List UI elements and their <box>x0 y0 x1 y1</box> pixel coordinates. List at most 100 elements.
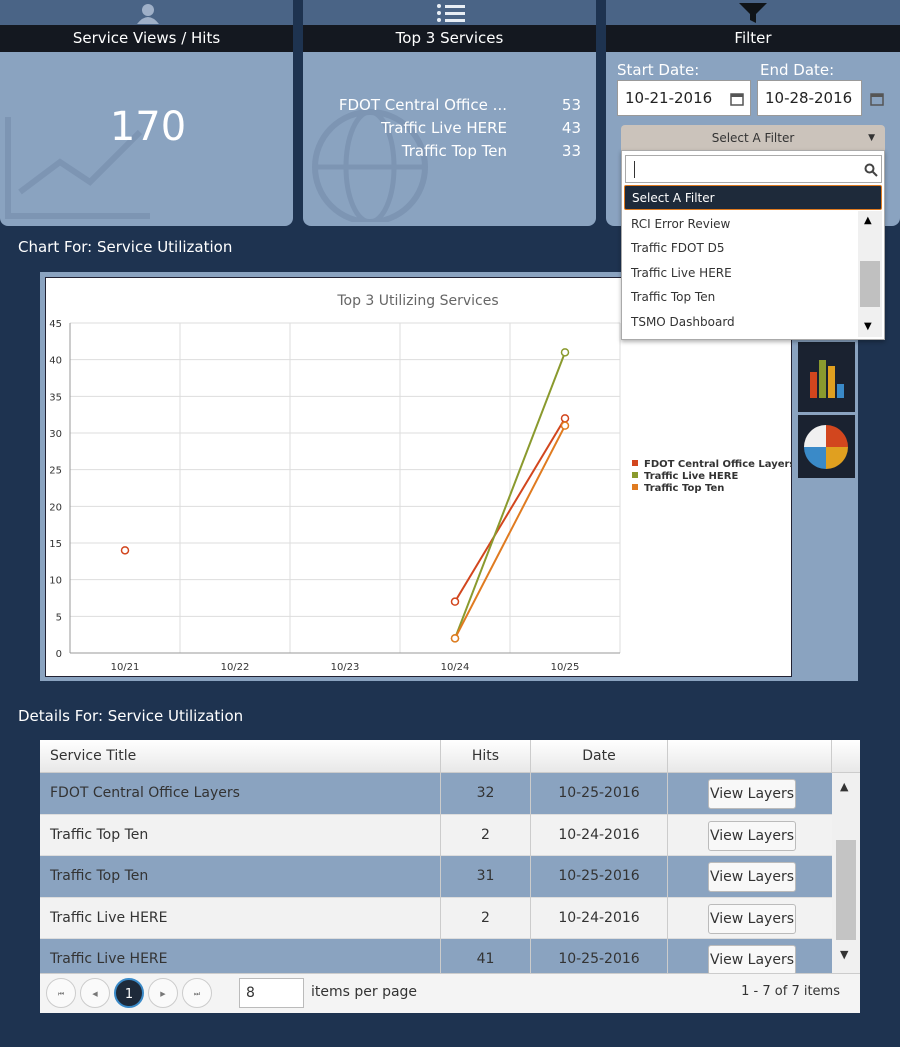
view-layers-button[interactable]: View Layers <box>708 779 796 809</box>
point <box>120 546 130 555</box>
services-card: FDOT Central Office ... 53 Traffic Live HE… <box>303 52 596 226</box>
chart-title: Top 3 Utilizing Services <box>336 293 498 309</box>
table-cell: 31 <box>441 856 531 898</box>
filter-option[interactable]: RCI Error Review <box>631 216 731 231</box>
point <box>560 348 570 357</box>
pie-icon <box>804 425 848 469</box>
column-header <box>668 740 832 773</box>
view-layers-button[interactable]: View Layers <box>708 945 796 975</box>
table-row <box>40 814 832 856</box>
end-date[interactable]: 10-28-2016 <box>757 80 862 116</box>
table-cell: Traffic Live HERE <box>40 897 441 939</box>
point <box>560 414 570 423</box>
y-tick-label: 30 <box>49 429 62 440</box>
page-nav[interactable]: ▶ <box>148 978 178 1008</box>
filter-option[interactable]: Select A Filter <box>624 185 882 210</box>
user-icon <box>137 4 159 24</box>
list-icon <box>437 4 465 22</box>
scroll-thumb[interactable] <box>836 840 856 940</box>
view-layers-button[interactable]: View Layers <box>708 903 796 934</box>
views-value: 170 <box>109 104 187 150</box>
y-tick-label: 0 <box>56 649 62 660</box>
table-cell: 10-25-2016 <box>531 856 668 898</box>
service-hits: 33 <box>561 142 581 160</box>
card-title: Service Views / Hits <box>0 25 293 52</box>
y-tick-label: 40 <box>49 356 62 367</box>
series-line <box>454 425 566 639</box>
filter-select[interactable]: Select A Filter ▼ <box>621 125 885 152</box>
y-tick-label: 35 <box>49 392 62 403</box>
table-cell: 10-25-2016 <box>531 939 668 981</box>
table-header <box>40 740 860 773</box>
table-cell: Traffic Live HERE <box>40 939 441 981</box>
table-cell: 10-25-2016 <box>531 773 668 815</box>
view-layers-button[interactable]: View Layers <box>708 820 796 851</box>
y-tick-label: 10 <box>49 576 62 587</box>
page-size: 8 <box>246 985 255 1001</box>
filter-option[interactable]: Traffic Live HERE <box>631 265 732 280</box>
service-hits: 53 <box>561 96 581 114</box>
table-row <box>40 897 832 939</box>
service-name: Traffic Top Ten <box>401 142 507 160</box>
legend-label: Traffic Top Ten <box>644 483 724 494</box>
y-tick-label: 5 <box>56 612 62 623</box>
search-icon <box>864 163 878 177</box>
table-cell: 41 <box>441 939 531 981</box>
page-nav[interactable]: ⏭ <box>182 978 212 1008</box>
card-title: Top 3 Services <box>303 25 596 52</box>
legend-label: FDOT Central Office Layers <box>644 459 792 470</box>
end-label: End Date: <box>760 61 835 79</box>
scroll-down[interactable]: ▼ <box>840 948 849 961</box>
table-row <box>40 856 832 898</box>
table-cell: 10-24-2016 <box>531 897 668 939</box>
x-tick-label: 10/22 <box>221 662 250 673</box>
table-cell: FDOT Central Office Layers <box>40 773 441 815</box>
series-line <box>454 351 566 639</box>
column-header: Hits <box>441 740 531 773</box>
filter-icon <box>739 3 767 23</box>
y-tick-label: 15 <box>49 539 62 550</box>
page-current[interactable]: 1 <box>114 978 144 1008</box>
page-size-select[interactable]: 8 <box>239 978 304 1008</box>
calendar-icon[interactable] <box>730 92 744 106</box>
chart-area <box>45 277 792 677</box>
pager-summary: 1 - 7 of 7 items <box>741 984 840 999</box>
start-label: Start Date: <box>617 61 700 79</box>
table-row <box>40 773 832 815</box>
details-table: Service Title Hits Date FDOT Central Office… <box>40 740 860 1013</box>
x-tick-label: 10/21 <box>111 662 140 673</box>
x-tick-label: 10/24 <box>441 662 470 673</box>
page-nav[interactable]: ⏮ <box>46 978 76 1008</box>
filter-dropdown: Select A Filter RCI Error Review Traffic F… <box>621 150 885 340</box>
start-date[interactable]: 10-21-2016 <box>617 80 751 116</box>
chart: Top 3 Utilizing Services 0 5 10 15 20 25 30 35 40… <box>49 293 792 673</box>
start-date-text: 10-21-2016 <box>625 89 713 107</box>
pie-chart-button[interactable] <box>798 415 855 478</box>
y-tick-label: 45 <box>49 319 62 330</box>
scrollbar[interactable]: ▲ ▼ <box>858 211 882 337</box>
page-size-label: items per page <box>311 984 418 1000</box>
views-card: 170 <box>0 52 293 226</box>
filter-option[interactable]: TSMO Dashboard <box>631 314 735 329</box>
globe-icon <box>312 109 428 222</box>
bar-chart-button[interactable] <box>798 342 855 412</box>
filter-option[interactable]: Traffic FDOT D5 <box>631 241 725 255</box>
calendar-icon[interactable] <box>870 92 884 106</box>
service-hits: 43 <box>561 119 581 137</box>
filter-option[interactable]: Traffic Top Ten <box>631 290 716 304</box>
details-heading: Details For: Service Utilization <box>18 707 244 725</box>
legend-label: Traffic Live HERE <box>644 471 738 482</box>
scroll-up[interactable]: ▲ <box>840 780 849 793</box>
bar-icon <box>810 360 844 398</box>
chart-heading: Chart For: Service Utilization <box>18 238 233 256</box>
page-nav[interactable]: ◀ <box>80 978 110 1008</box>
x-tick-label: 10/25 <box>551 662 580 673</box>
service-name: Traffic Live HERE <box>381 119 507 137</box>
end-date-text: 10-28-2016 <box>765 89 853 107</box>
column-header: Date <box>531 740 668 773</box>
view-layers-button[interactable]: View Layers <box>708 862 796 892</box>
legend-swatch <box>632 484 638 490</box>
search-input[interactable] <box>625 155 882 183</box>
table-cell: Traffic Top Ten <box>40 856 441 898</box>
